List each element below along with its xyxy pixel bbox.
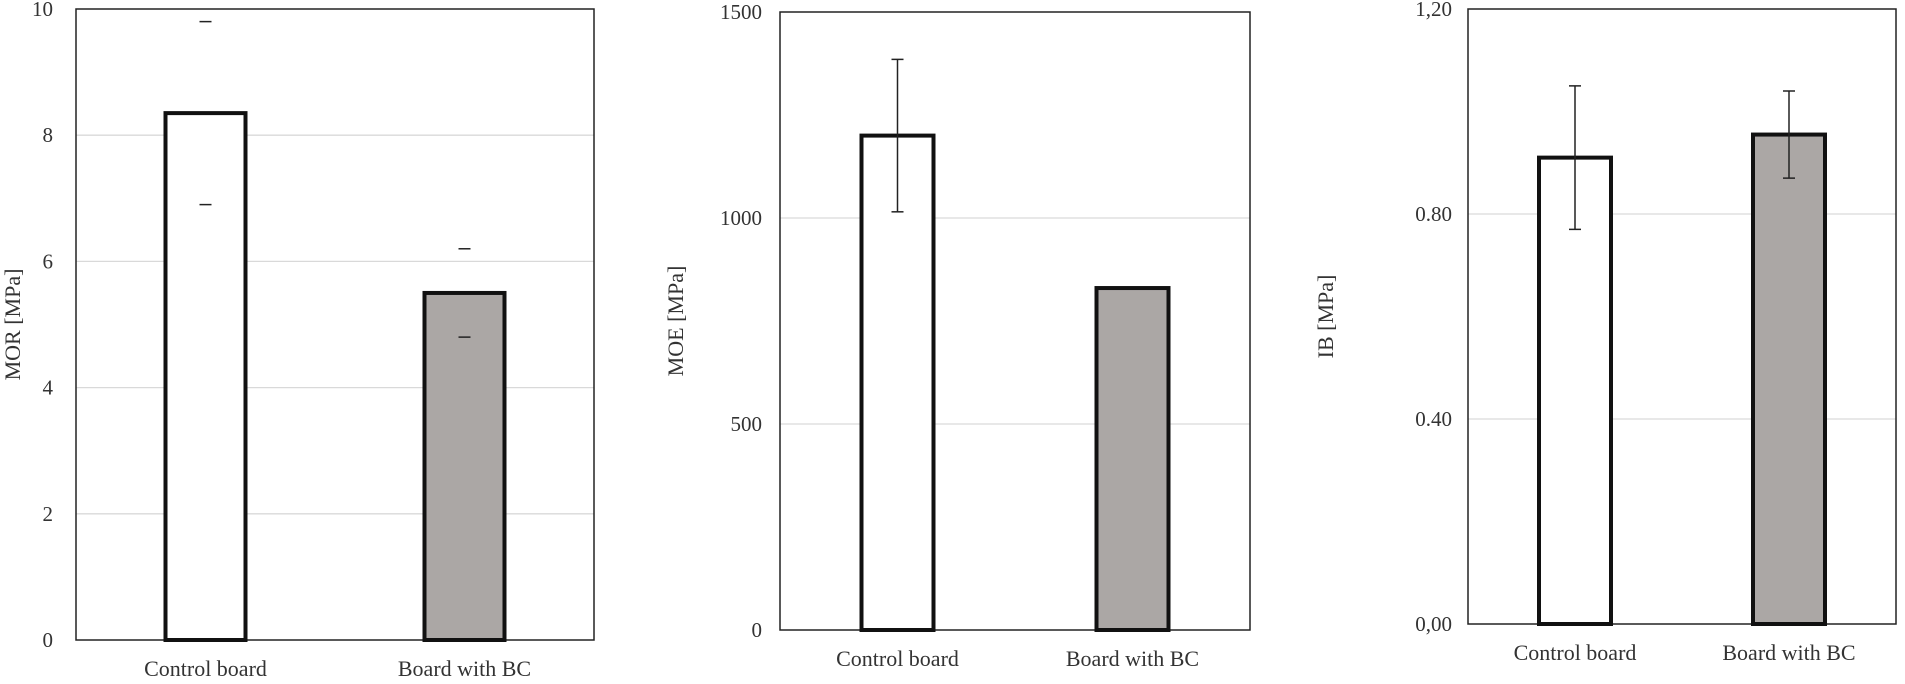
- x-category-label: Control board: [144, 656, 267, 681]
- y-tick-label: 2: [43, 502, 54, 526]
- x-category-label: Board with BC: [1722, 640, 1855, 665]
- y-tick-label: 500: [731, 412, 763, 436]
- plot-frame: [75, 8, 595, 641]
- y-tick-label: 1,20: [1415, 0, 1452, 21]
- bar-board-with-bc: [1094, 286, 1171, 632]
- y-tick-label: 0.40: [1415, 407, 1452, 431]
- y-tick-label: 10: [32, 0, 53, 21]
- bar-control-board: [163, 111, 248, 643]
- y-tick-label: 0.80: [1415, 202, 1452, 226]
- bar-board-with-bc: [422, 290, 507, 642]
- y-tick-label: 0: [752, 618, 763, 642]
- bar-board-with-bc: [1751, 132, 1827, 626]
- y-axis-label: IB [MPa]: [1313, 275, 1338, 359]
- y-axis-label: MOR [MPa]: [0, 269, 25, 381]
- x-category-label: Board with BC: [1066, 646, 1199, 671]
- x-category-label: Control board: [1514, 640, 1637, 665]
- y-tick-label: 0: [43, 628, 54, 652]
- y-axis-label: MOE [MPa]: [663, 266, 688, 377]
- x-category-label: Board with BC: [398, 656, 531, 681]
- y-tick-label: 1500: [720, 0, 762, 24]
- x-category-label: Control board: [836, 646, 959, 671]
- y-tick-label: 8: [43, 123, 54, 147]
- y-tick-label: 1000: [720, 206, 762, 230]
- plot-frame: [1467, 8, 1897, 625]
- y-tick-label: 0,00: [1415, 612, 1452, 636]
- y-tick-label: 6: [43, 249, 54, 273]
- plot-frame: [779, 11, 1251, 631]
- chart-panel-2: 0 500 1000 1500 Control board Board with BC MO…: [663, 0, 1251, 671]
- chart-panel-3: 0,00 0.40 0.80 1,20 Control board Board with …: [1313, 0, 1897, 665]
- chart-panel-1: 0 2 4 6 8 10 Control board Board with BC MOR [MP…: [0, 0, 595, 681]
- y-tick-label: 4: [43, 376, 54, 400]
